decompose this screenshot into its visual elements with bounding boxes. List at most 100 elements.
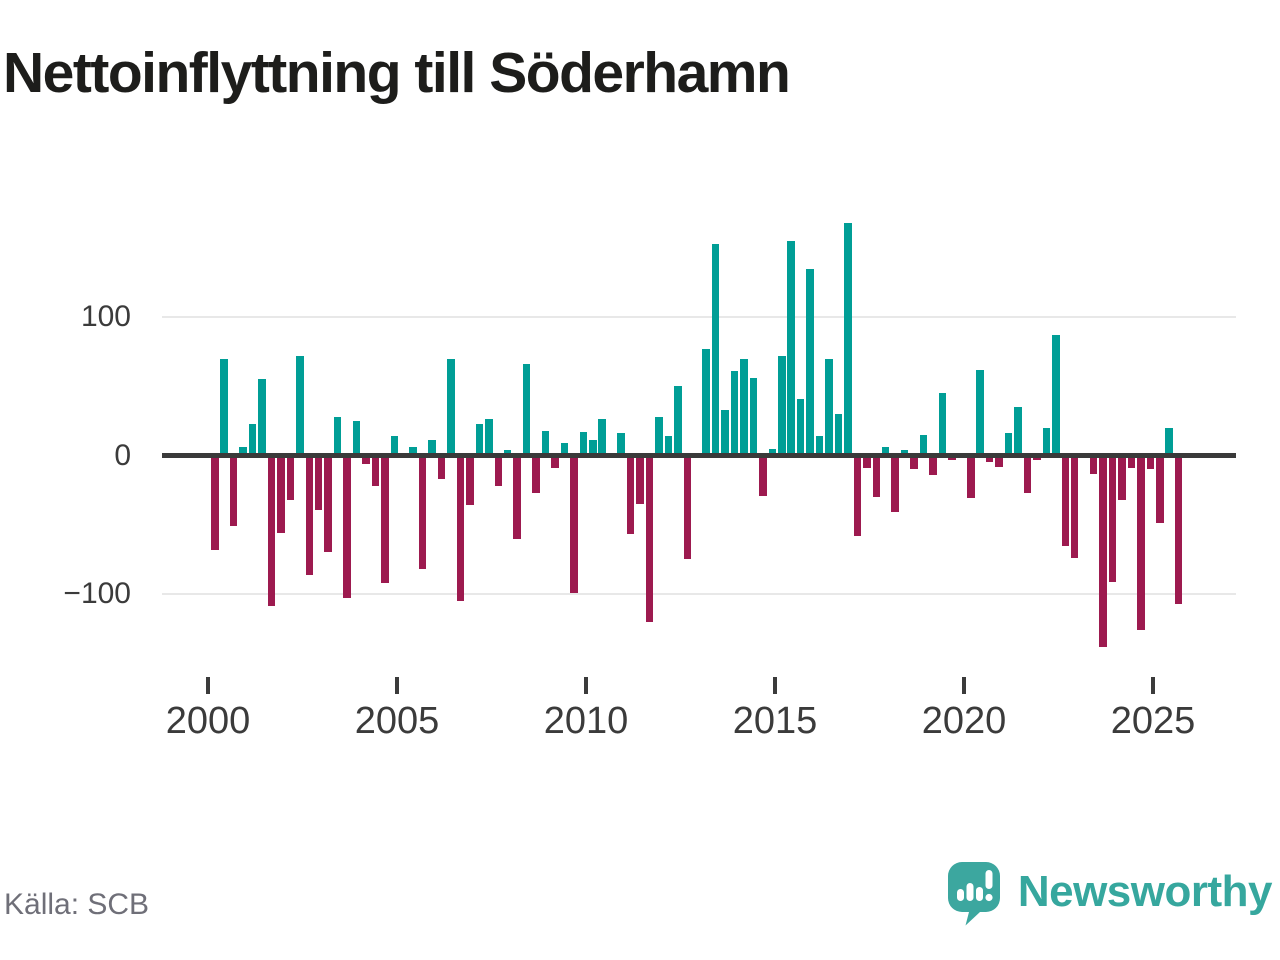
x-axis-tick-2010 [584, 677, 588, 694]
bar-2004q1 [362, 455, 370, 464]
bar-2008q1 [513, 455, 521, 539]
bar-2011q4 [655, 416, 663, 456]
bar-2001q2 [258, 379, 266, 456]
bar-2024q2 [1127, 455, 1136, 468]
bar-2008q2 [522, 364, 531, 456]
bar-2015q1 [778, 355, 786, 456]
bar-2018q3 [910, 455, 918, 470]
bar-2017q1 [853, 455, 862, 536]
bar-2014q1 [740, 358, 748, 456]
logo-bar-3 [975, 887, 983, 901]
bar-2021q2 [1014, 407, 1022, 456]
bar-2002q3 [305, 455, 313, 575]
bar-2005q4 [428, 440, 436, 456]
bar-2020q2 [976, 369, 984, 456]
logo-bar-1 [956, 889, 964, 901]
x-axis-tick-2025 [1151, 677, 1155, 694]
bar-2006q4 [466, 455, 474, 506]
bar-2001q1 [248, 423, 257, 456]
bar-2015q4 [806, 268, 814, 456]
bar-2009q2 [560, 443, 569, 456]
bar-2013q2 [711, 243, 720, 456]
brand-name: Newsworthy [1017, 867, 1273, 916]
bar-2000q2 [220, 358, 228, 456]
bar-2012q2 [674, 386, 682, 456]
gridline-100 [162, 316, 1236, 318]
bar-2003q4 [352, 420, 361, 456]
bar-2009q1 [551, 455, 559, 468]
bar-2017q3 [872, 455, 880, 498]
x-axis-label-2015: 2015 [732, 700, 818, 742]
page-title: Nettoinflyttning till Söderhamn [3, 41, 791, 105]
bar-2016q3 [834, 413, 843, 456]
bar-2015q3 [796, 398, 805, 456]
bar-2023q2 [1089, 455, 1098, 474]
bar-2011q3 [645, 455, 654, 622]
bar-2016q2 [825, 358, 833, 456]
bar-2004q3 [381, 455, 389, 583]
bar-2013q1 [702, 348, 710, 456]
bar-2000q3 [229, 455, 238, 527]
newsworthy-logo-icon [947, 862, 1000, 926]
bar-2007q2 [485, 419, 493, 456]
bar-2017q4 [881, 447, 890, 456]
bar-2003q2 [333, 416, 342, 456]
bar-2017q2 [863, 455, 871, 468]
bar-2024q1 [1118, 455, 1126, 500]
bar-2020q1 [967, 455, 975, 499]
bar-2019q1 [929, 455, 937, 475]
logo-exclamation-dot [985, 893, 993, 902]
x-axis-tick-2015 [773, 677, 777, 694]
zero-axis-line [162, 453, 1236, 458]
bar-2001q3 [267, 455, 276, 607]
bar-2008q4 [541, 430, 550, 456]
bar-2014q2 [749, 377, 758, 456]
bar-2004q4 [390, 436, 399, 456]
bar-2013q4 [730, 371, 739, 456]
bar-2009q4 [579, 431, 588, 456]
x-axis-label-2005: 2005 [354, 700, 440, 742]
bar-2022q4 [1070, 455, 1079, 558]
bar-2016q1 [815, 436, 824, 456]
gridline--100 [162, 593, 1236, 595]
bar-2018q2 [900, 449, 909, 456]
source-note: Källa: SCB [4, 888, 150, 921]
brand-footer: Newsworthy [947, 862, 1273, 926]
bar-2014q4 [768, 448, 777, 456]
bar-2001q4 [277, 455, 285, 534]
bar-2012q3 [683, 455, 691, 560]
bar-2018q1 [891, 455, 899, 513]
x-axis-tick-2005 [395, 677, 399, 694]
bar-2020q3 [985, 455, 994, 463]
bar-2021q3 [1023, 455, 1032, 493]
bar-2024q4 [1146, 455, 1155, 470]
bar-2009q3 [570, 455, 578, 593]
bar-2002q4 [314, 455, 323, 510]
bar-2011q1 [626, 455, 635, 535]
x-axis-label-2010: 2010 [543, 700, 629, 742]
bar-2015q2 [787, 240, 795, 456]
bar-2007q3 [494, 455, 502, 486]
bar-2006q2 [447, 358, 455, 456]
bar-2025q1 [1156, 455, 1164, 524]
bar-2019q2 [938, 393, 947, 456]
x-axis-tick-2000 [206, 677, 210, 694]
bar-2006q1 [437, 455, 446, 480]
bar-2006q3 [456, 455, 465, 601]
bar-2013q3 [721, 409, 729, 456]
bar-2021q1 [1004, 433, 1013, 456]
bar-2004q2 [371, 455, 380, 486]
bar-2010q4 [617, 433, 625, 456]
bar-2011q2 [636, 455, 644, 504]
bar-2012q1 [664, 436, 673, 456]
logo-exclamation-stem [985, 870, 993, 889]
bar-2000q4 [239, 447, 247, 456]
bar-2002q1 [286, 455, 295, 500]
bar-2008q3 [532, 455, 540, 493]
bar-2025q3 [1174, 455, 1183, 604]
bar-2022q1 [1042, 427, 1051, 456]
bar-2005q2 [409, 447, 417, 456]
bar-2003q3 [343, 455, 351, 599]
bar-2023q3 [1099, 455, 1107, 647]
